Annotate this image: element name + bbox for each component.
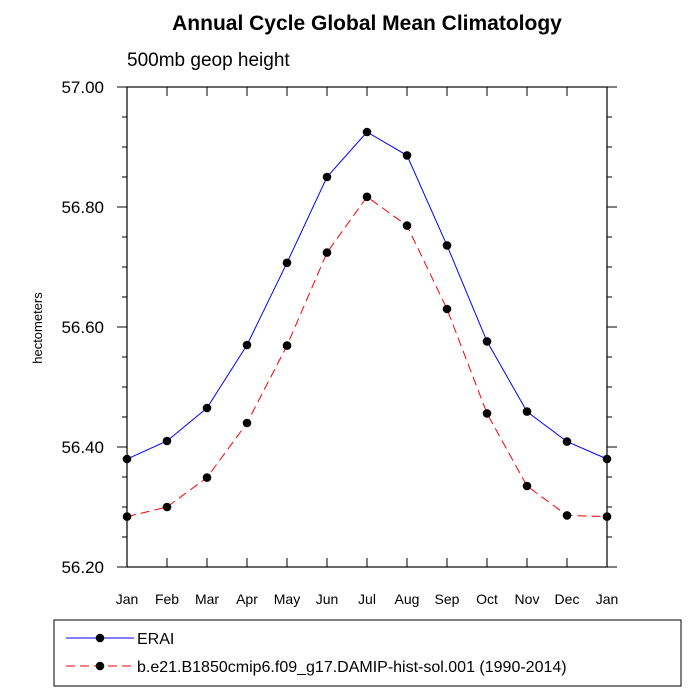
- x-tick-label: May: [274, 591, 300, 607]
- series-2-point: [162, 502, 172, 512]
- axis-ticks: [117, 86, 617, 568]
- series-1-point: [442, 241, 452, 250]
- series-1-point: [242, 340, 252, 350]
- plot-frame: [126, 86, 608, 568]
- legend-marker-2: [95, 661, 105, 671]
- series-2-point: [602, 512, 612, 521]
- series-2-point: [362, 192, 372, 202]
- legend-marker-1: [95, 633, 105, 643]
- y-tick-label: 56.60: [61, 318, 104, 337]
- chart-subtitle: 500mb geop height: [127, 50, 290, 71]
- x-tick-label: Jan: [116, 591, 139, 607]
- series-1-point: [402, 151, 412, 160]
- series-1-point: [162, 436, 172, 446]
- series-line-2: [126, 196, 608, 518]
- legend-label-1: ERAI: [137, 631, 174, 648]
- series-1-point: [522, 407, 532, 416]
- x-tick-label: Sep: [435, 591, 460, 607]
- series-2-point: [402, 221, 412, 230]
- y-axis-label: hectometers: [30, 292, 45, 364]
- y-tick-label: 56.80: [61, 198, 104, 217]
- series-1-point: [322, 172, 332, 182]
- series-2-point: [522, 481, 532, 491]
- y-tick-label: 56.20: [61, 558, 104, 577]
- legend-box: [53, 619, 682, 687]
- series-1-point: [202, 403, 212, 413]
- x-tick-label: Mar: [195, 591, 219, 607]
- y-tick-label: 57.00: [61, 78, 104, 97]
- axis-tick-labels: Jan Feb Mar Apr May Jun Jul Aug Sep Oct Nov Dec Jan 5…: [61, 78, 618, 607]
- series-2-point: [482, 409, 492, 418]
- y-tick-label: 56.40: [61, 438, 104, 457]
- x-tick-label: Apr: [236, 591, 258, 607]
- series-line-1: [126, 131, 608, 460]
- series-1-point: [362, 127, 372, 137]
- series-2-point: [122, 512, 132, 521]
- series-2-point: [282, 341, 292, 350]
- series-2-point: [202, 473, 212, 482]
- series-1-point: [562, 437, 572, 446]
- x-tick-label: Jan: [596, 591, 619, 607]
- series-1-point: [122, 454, 132, 464]
- chart-title: Annual Cycle Global Mean Climatology: [172, 12, 562, 35]
- series-2-point: [242, 418, 252, 428]
- x-tick-label: Jun: [316, 591, 339, 607]
- x-tick-label: Aug: [395, 591, 420, 607]
- legend-label-2: b.e21.B1850cmip6.f09_g17.DAMIP-hist-sol.…: [137, 659, 567, 676]
- series-2-point: [562, 511, 572, 520]
- series-2-point: [322, 248, 332, 257]
- x-tick-label: Oct: [476, 591, 498, 607]
- x-tick-label: Dec: [555, 591, 580, 607]
- series-2-point: [442, 304, 452, 314]
- x-tick-label: Feb: [155, 591, 179, 607]
- x-tick-label: Nov: [515, 591, 540, 607]
- x-tick-label: Jul: [358, 591, 376, 607]
- series-1-point: [602, 454, 612, 464]
- series-1-point: [482, 337, 492, 346]
- legend: ERAI b.e21.B1850cmip6.f09_g17.DAMIP-hist-…: [66, 631, 567, 676]
- series-1-point: [282, 258, 292, 268]
- series-layer: [122, 127, 612, 521]
